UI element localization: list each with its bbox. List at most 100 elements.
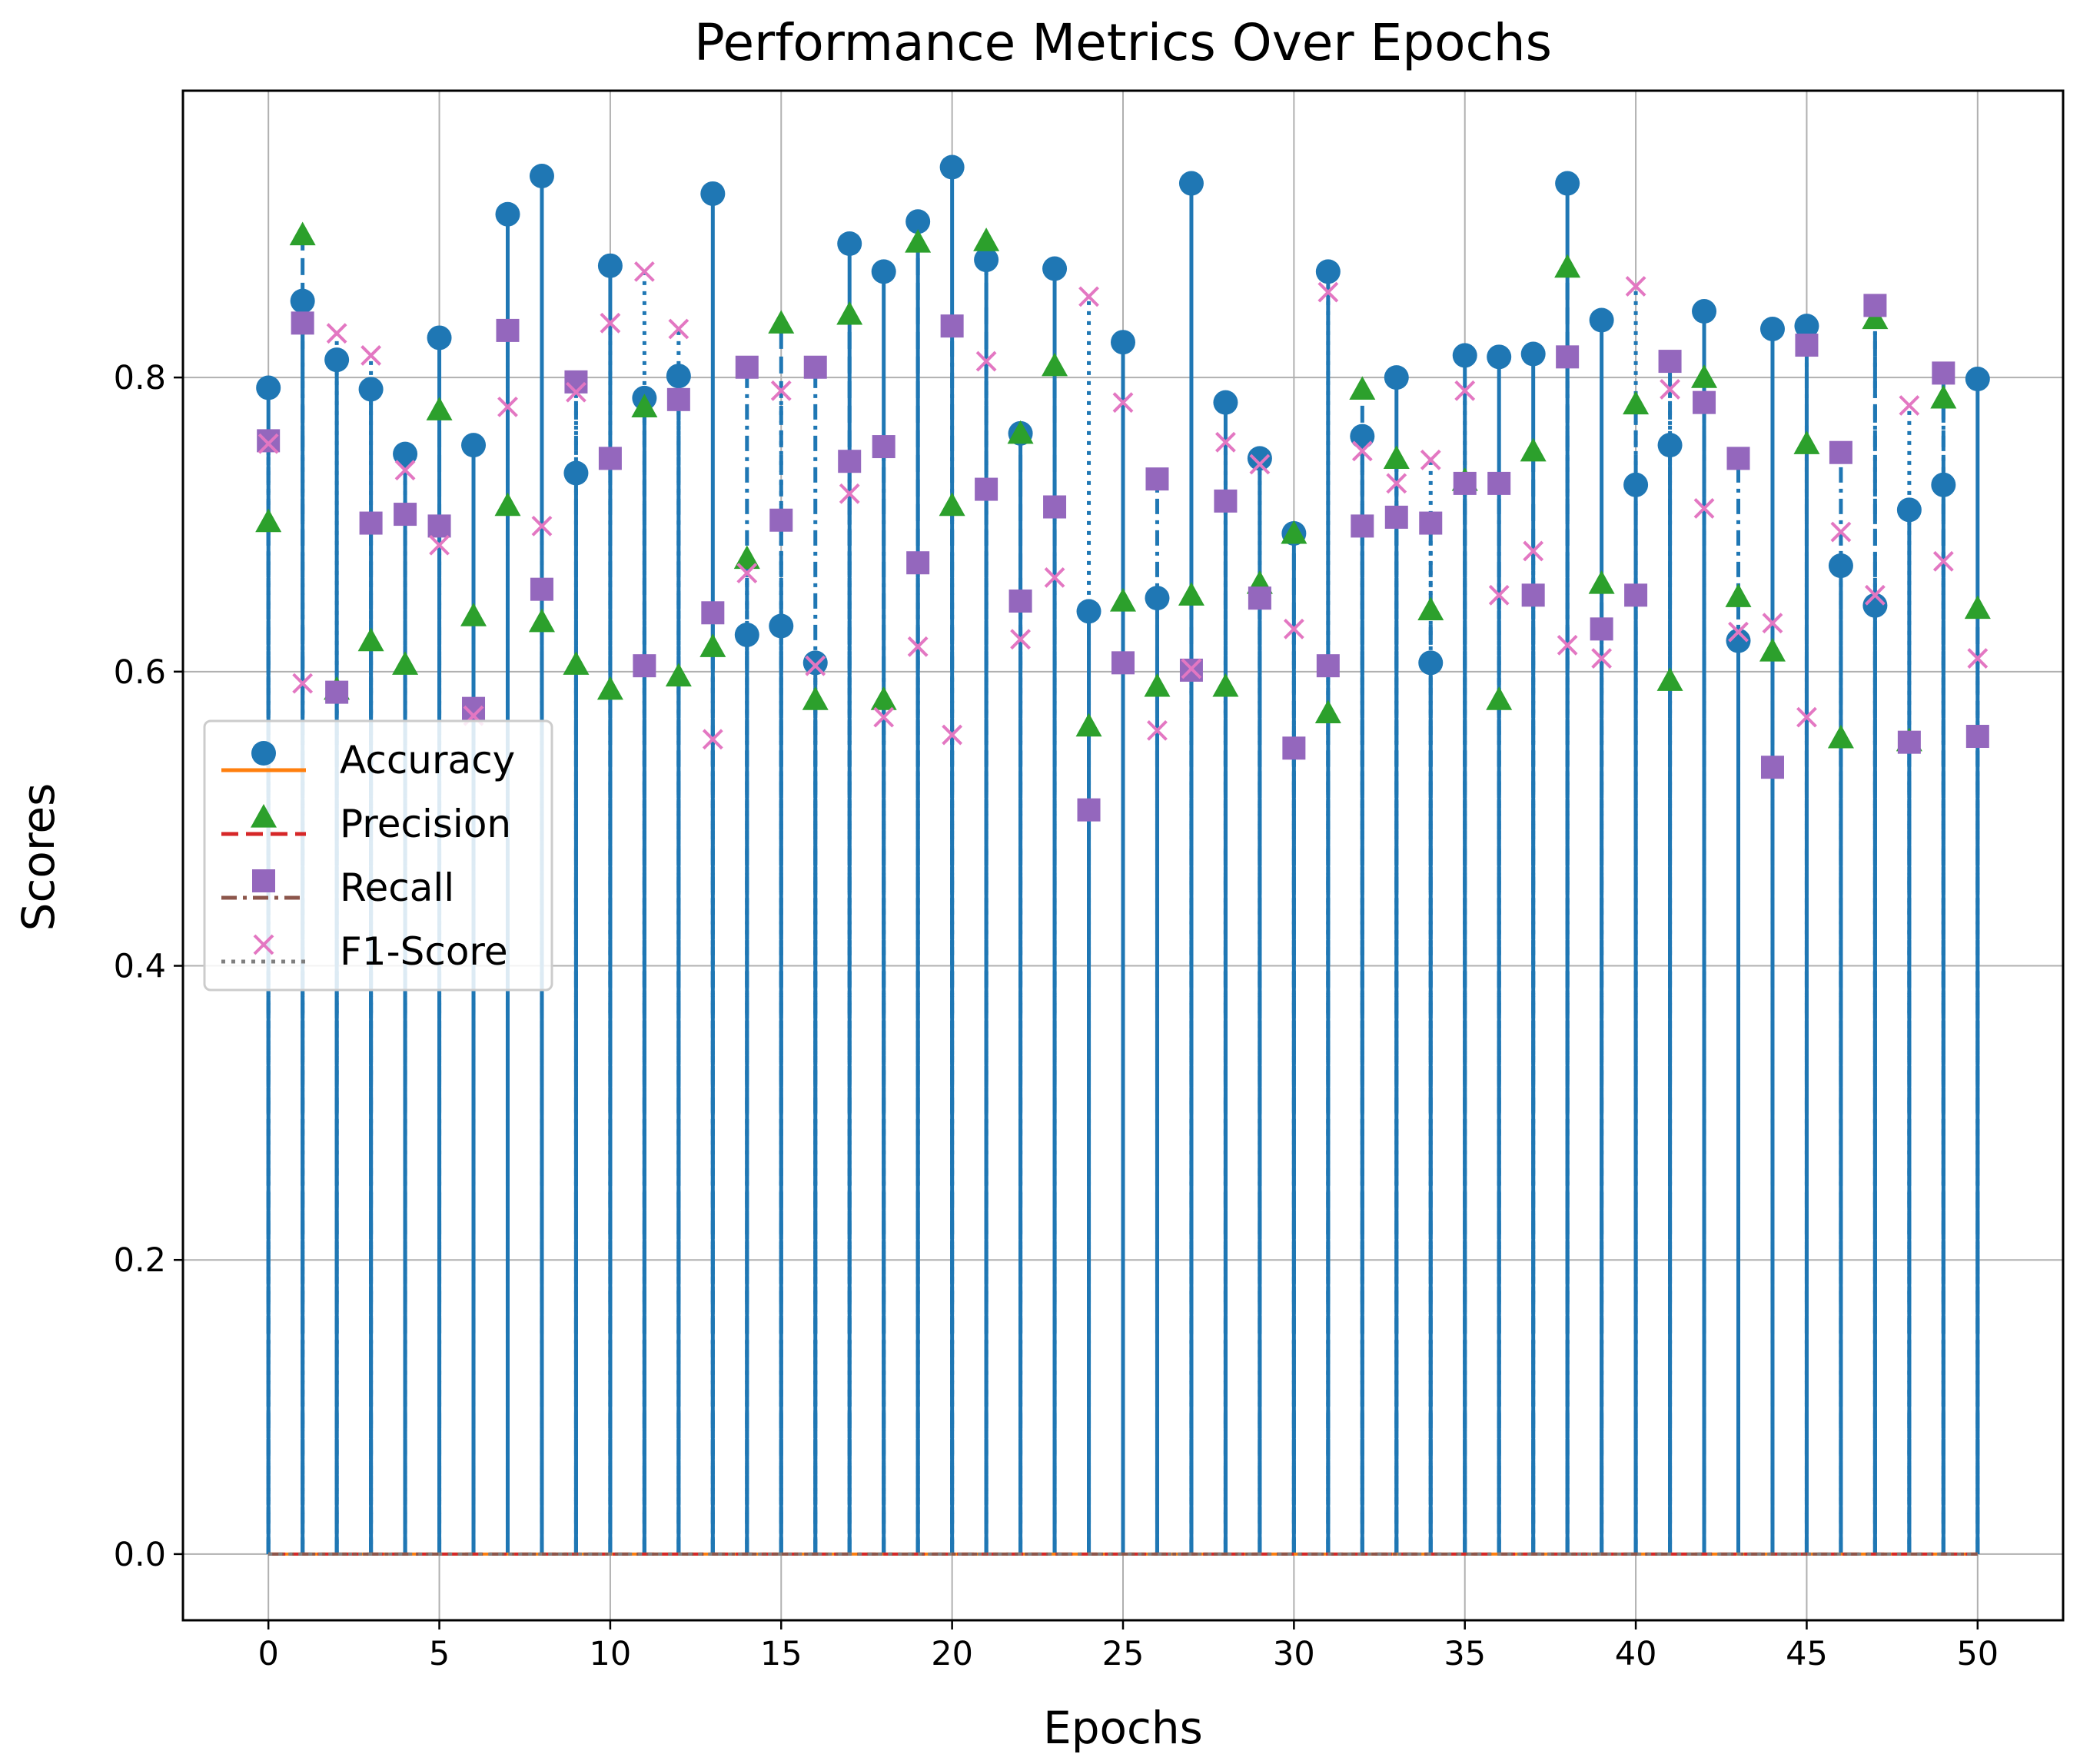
marker-recall (1487, 471, 1511, 495)
marker-f1-score (668, 318, 689, 340)
marker-recall (1521, 583, 1545, 607)
y-axis-label: Scores (12, 783, 65, 932)
marker-accuracy (1794, 314, 1819, 339)
marker-accuracy (974, 247, 999, 273)
marker-f1-score (1010, 629, 1031, 650)
marker-f1-score (1078, 286, 1099, 307)
x-tick-label: 15 (760, 1635, 802, 1673)
marker-accuracy (1965, 367, 1990, 392)
marker-accuracy (1247, 446, 1272, 471)
marker-recall (769, 508, 793, 532)
x-tick-label: 5 (429, 1635, 450, 1673)
marker-recall (940, 314, 964, 338)
marker-recall (291, 311, 314, 335)
marker-recall (394, 503, 417, 527)
marker-accuracy (802, 650, 828, 676)
marker-recall (906, 551, 930, 575)
marker-recall (427, 514, 451, 538)
marker-precision (1349, 376, 1376, 400)
marker-accuracy (939, 154, 965, 180)
legend-box (203, 719, 553, 992)
marker-f1-score (1523, 540, 1544, 562)
marker-precision (1042, 352, 1068, 377)
marker-f1-score (600, 312, 621, 334)
marker-recall (1214, 489, 1238, 513)
x-tick-label: 20 (931, 1635, 973, 1673)
marker-f1-score (1044, 566, 1065, 588)
marker-accuracy (1350, 424, 1375, 449)
marker-f1-score (1454, 380, 1476, 401)
marker-f1-score (942, 724, 963, 746)
marker-accuracy (1042, 256, 1068, 281)
marker-accuracy (1145, 586, 1170, 611)
marker-recall (735, 355, 759, 379)
marker-f1-score (736, 563, 758, 584)
marker-f1-score (805, 655, 826, 676)
marker-recall (496, 318, 520, 342)
legend-marker-accuracy (251, 741, 276, 766)
legend: Accuracy Precision Recall F1-Score (203, 719, 553, 992)
marker-precision (768, 310, 795, 334)
marker-f1-score (1147, 719, 1168, 741)
x-tick-label: 35 (1444, 1635, 1486, 1673)
marker-recall (1248, 586, 1271, 610)
marker-f1-score (531, 515, 553, 537)
marker-recall (530, 577, 553, 601)
marker-recall (257, 429, 281, 453)
marker-f1-score (1283, 618, 1304, 639)
marker-f1-score (975, 350, 997, 372)
marker-accuracy (1487, 344, 1512, 370)
marker-precision (1281, 520, 1307, 544)
x-tick-label: 50 (1956, 1635, 1999, 1673)
marker-f1-score (1317, 281, 1339, 303)
marker-recall (1932, 361, 1955, 385)
marker-recall (1658, 350, 1682, 374)
x-tick-label: 45 (1786, 1635, 1828, 1673)
marker-f1-score (1488, 584, 1510, 606)
marker-f1-score (1181, 658, 1202, 679)
marker-recall (1726, 447, 1750, 470)
marker-precision (1691, 364, 1718, 388)
markers (255, 154, 1991, 822)
marker-f1-score (1420, 449, 1441, 470)
marker-accuracy (427, 325, 452, 350)
marker-accuracy (1931, 472, 1956, 497)
marker-accuracy (1076, 599, 1101, 624)
marker-accuracy (1213, 390, 1238, 415)
marker-f1-score (1591, 648, 1613, 669)
marker-precision (1007, 420, 1034, 444)
x-tick-label: 40 (1615, 1635, 1657, 1673)
chart-title: Performance Metrics Over Epochs (694, 13, 1552, 72)
marker-accuracy (358, 377, 384, 402)
marker-precision (1110, 587, 1136, 612)
legend-label-accuracy: Accuracy (340, 738, 515, 782)
marker-accuracy (529, 163, 554, 188)
marker-recall (803, 355, 827, 379)
marker-f1-score (1215, 431, 1236, 453)
marker-precision (733, 545, 760, 570)
marker-f1-score (1796, 706, 1817, 728)
marker-accuracy (290, 288, 315, 314)
marker-accuracy (1178, 171, 1204, 196)
marker-precision (665, 663, 692, 687)
y-tick-label: 0.2 (114, 1241, 166, 1280)
marker-accuracy (1384, 365, 1409, 390)
marker-f1-score (258, 433, 279, 454)
marker-f1-score (873, 706, 895, 728)
marker-accuracy (666, 364, 691, 389)
marker-recall (1965, 725, 1989, 749)
marker-f1-score (1864, 584, 1886, 606)
marker-recall (1419, 511, 1443, 535)
y-tick-label: 0.6 (114, 653, 166, 692)
marker-accuracy (769, 613, 794, 639)
marker-precision (1862, 305, 1889, 330)
marker-recall (1795, 334, 1819, 357)
x-tick-label: 25 (1102, 1635, 1145, 1673)
marker-accuracy (1452, 343, 1477, 368)
y-axis-ticks: 0.0 0.2 0.4 0.6 0.8 (114, 359, 183, 1574)
marker-precision (357, 627, 384, 652)
marker-precision (426, 397, 453, 420)
marker-accuracy (1896, 497, 1922, 523)
marker-f1-score (1660, 379, 1680, 400)
marker-f1-score (361, 345, 382, 366)
